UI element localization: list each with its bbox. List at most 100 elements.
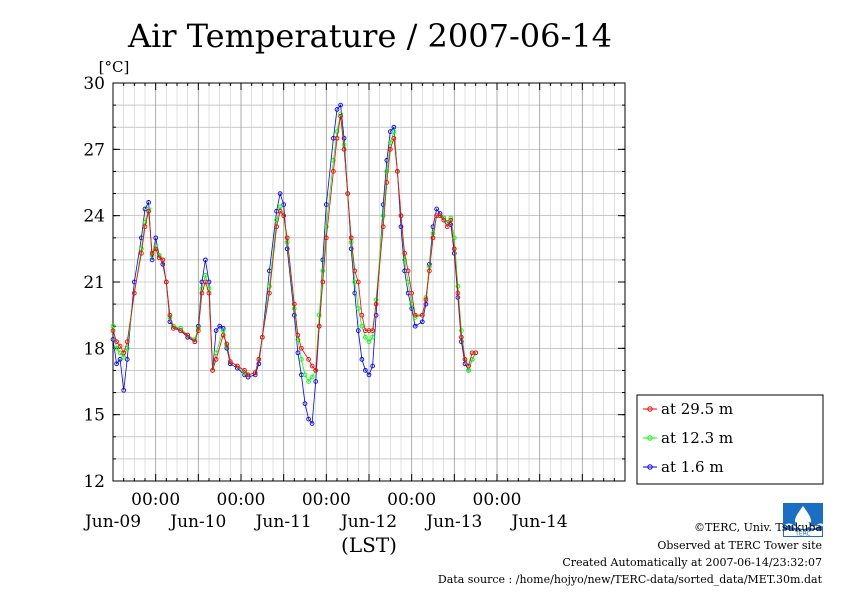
data-point [338,102,343,108]
data-point [384,169,390,174]
data-point [206,286,212,291]
x-date-label: Jun-14 [510,512,568,532]
data-point [146,200,151,205]
legend-label: at 1.6 m [661,458,724,476]
series-layer [110,102,479,426]
data-point [142,219,148,225]
data-point [323,224,329,230]
data-point [309,363,315,369]
data-point [153,246,159,252]
data-point [281,213,287,219]
data-point [110,328,116,333]
data-point [302,372,308,378]
data-point [462,361,468,367]
y-axis-unit: [°C] [99,58,130,76]
y-tick-label: 12 [83,472,105,492]
data-point [267,284,272,289]
data-point [259,334,265,340]
legend-box [636,394,824,485]
data-point [323,235,329,241]
data-point [338,111,343,117]
data-point [359,323,365,329]
data-point [245,372,251,378]
data-point [334,107,340,112]
data-point [117,343,123,349]
data-point [149,257,155,263]
y-tick-label: 21 [83,273,105,293]
data-point [121,350,127,356]
data-point [284,246,290,252]
data-point [359,312,365,318]
data-point [213,357,219,362]
data-point [331,158,336,163]
data-point [306,416,311,422]
data-point [277,204,283,210]
data-point [224,341,230,347]
data-point [277,208,283,214]
data-point [352,268,358,274]
data-point [391,124,397,130]
data-point [203,279,208,285]
data-point [384,158,390,163]
data-point [341,146,347,152]
data-point [366,372,372,378]
data-point [473,350,479,356]
data-point [235,363,240,369]
data-point [114,361,119,367]
x-time-label: 00:00 [217,490,266,510]
data-point [370,328,375,333]
data-point [192,339,198,345]
data-point [199,290,205,296]
data-point [423,297,429,303]
data-point [110,323,116,329]
series-line [112,116,476,376]
data-point [299,345,304,351]
data-point [281,202,287,207]
data-point [220,332,226,338]
data-point [178,328,183,333]
data-point [323,202,329,207]
data-point [466,363,471,369]
y-axis: 12 15 18 21 24 27 30 [83,74,625,492]
data-point [309,421,315,426]
data-point [206,290,212,296]
data-point [277,191,283,196]
data-point [412,323,418,329]
data-point [142,224,148,230]
data-point [291,312,297,318]
data-point [131,290,137,296]
data-point [355,306,361,311]
x-date-label: Jun-11 [254,512,312,532]
data-point [302,401,308,406]
data-point [203,273,208,278]
data-point [124,339,130,345]
data-point [334,135,340,141]
data-point [462,357,468,362]
data-point [409,290,415,296]
data-point [195,328,201,333]
data-point [455,290,461,296]
data-point [384,180,390,185]
data-point [427,268,432,274]
data-point [299,357,304,362]
data-point [153,235,159,241]
data-point [341,135,347,141]
y-tick-label: 30 [83,74,105,94]
data-point [267,290,272,296]
x-date-label: Jun-10 [168,512,226,532]
data-point [391,135,397,141]
x-time-label: 00:00 [473,490,522,510]
data-point [430,231,436,236]
data-point [459,339,464,345]
data-point [380,213,386,219]
data-point [402,257,407,263]
data-point [391,129,397,134]
data-point [306,379,311,384]
data-point [423,301,429,307]
x-time-label: 00:00 [387,490,436,510]
grid-lines [113,83,625,481]
legend-marker [647,406,653,412]
data-point [412,312,418,318]
data-point [121,387,127,393]
